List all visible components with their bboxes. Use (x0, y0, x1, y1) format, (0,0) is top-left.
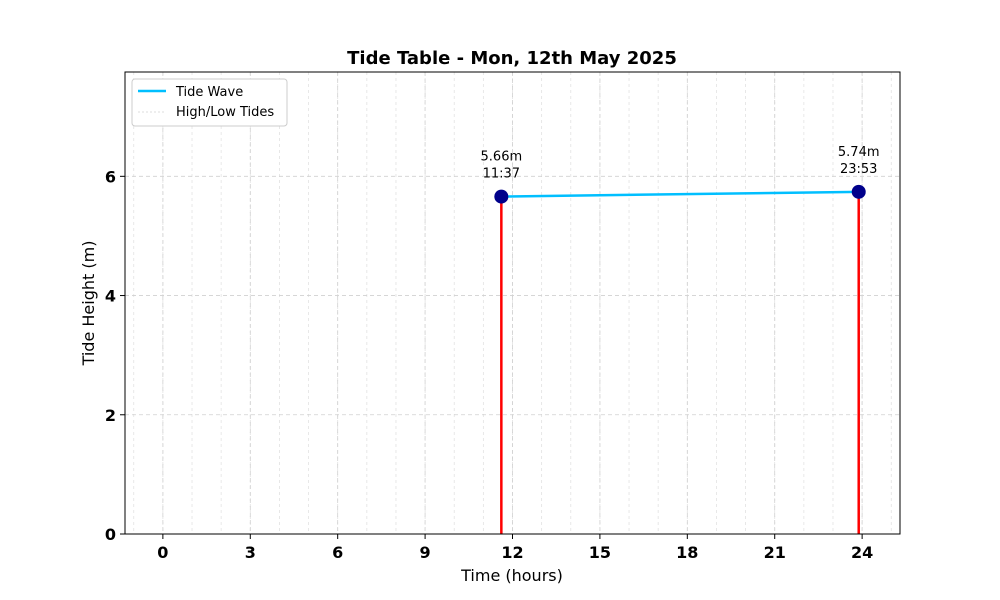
high-low-tide-stems (500, 191, 860, 534)
x-tick-label: 15 (589, 543, 611, 562)
x-tick-label: 24 (851, 543, 873, 562)
y-axis-label: Tide Height (m) (79, 241, 98, 367)
tide-time-annotation: 11:37 (483, 167, 520, 182)
legend-label-tide-wave: Tide Wave (175, 85, 243, 100)
tide-point-marker (851, 184, 866, 199)
legend-box (131, 78, 288, 127)
tide-point-marker (494, 189, 509, 204)
tide-wave-line (501, 190, 859, 198)
x-tick-label: 6 (332, 543, 343, 562)
tide-markers (494, 184, 866, 204)
x-axis-label: Time (hours) (460, 566, 563, 585)
tide-height-annotation: 5.66m (481, 150, 523, 165)
y-tick-label: 4 (105, 287, 116, 306)
tide-height-annotation: 5.74m (838, 145, 880, 160)
y-tick-label: 0 (105, 525, 116, 544)
y-tick-label: 2 (105, 406, 116, 425)
tide-time-annotation: 23:53 (840, 162, 877, 177)
legend-label-high-low-tides: High/Low Tides (176, 105, 274, 120)
grid (125, 72, 900, 535)
x-tick-label: 18 (676, 543, 698, 562)
x-tick-label: 21 (764, 543, 786, 562)
legend: Tide Wave High/Low Tides (131, 78, 288, 127)
x-tick-label: 0 (157, 543, 168, 562)
x-tick-label: 3 (245, 543, 256, 562)
tide-annotations: 5.66m 11:37 5.74m 23:53 (481, 145, 880, 182)
x-tick-label: 9 (420, 543, 431, 562)
x-tick-label: 12 (501, 543, 523, 562)
y-tick-label: 6 (105, 167, 116, 186)
tide-wave-series (501, 190, 859, 198)
chart-title: Tide Table - Mon, 12th May 2025 (347, 48, 677, 69)
